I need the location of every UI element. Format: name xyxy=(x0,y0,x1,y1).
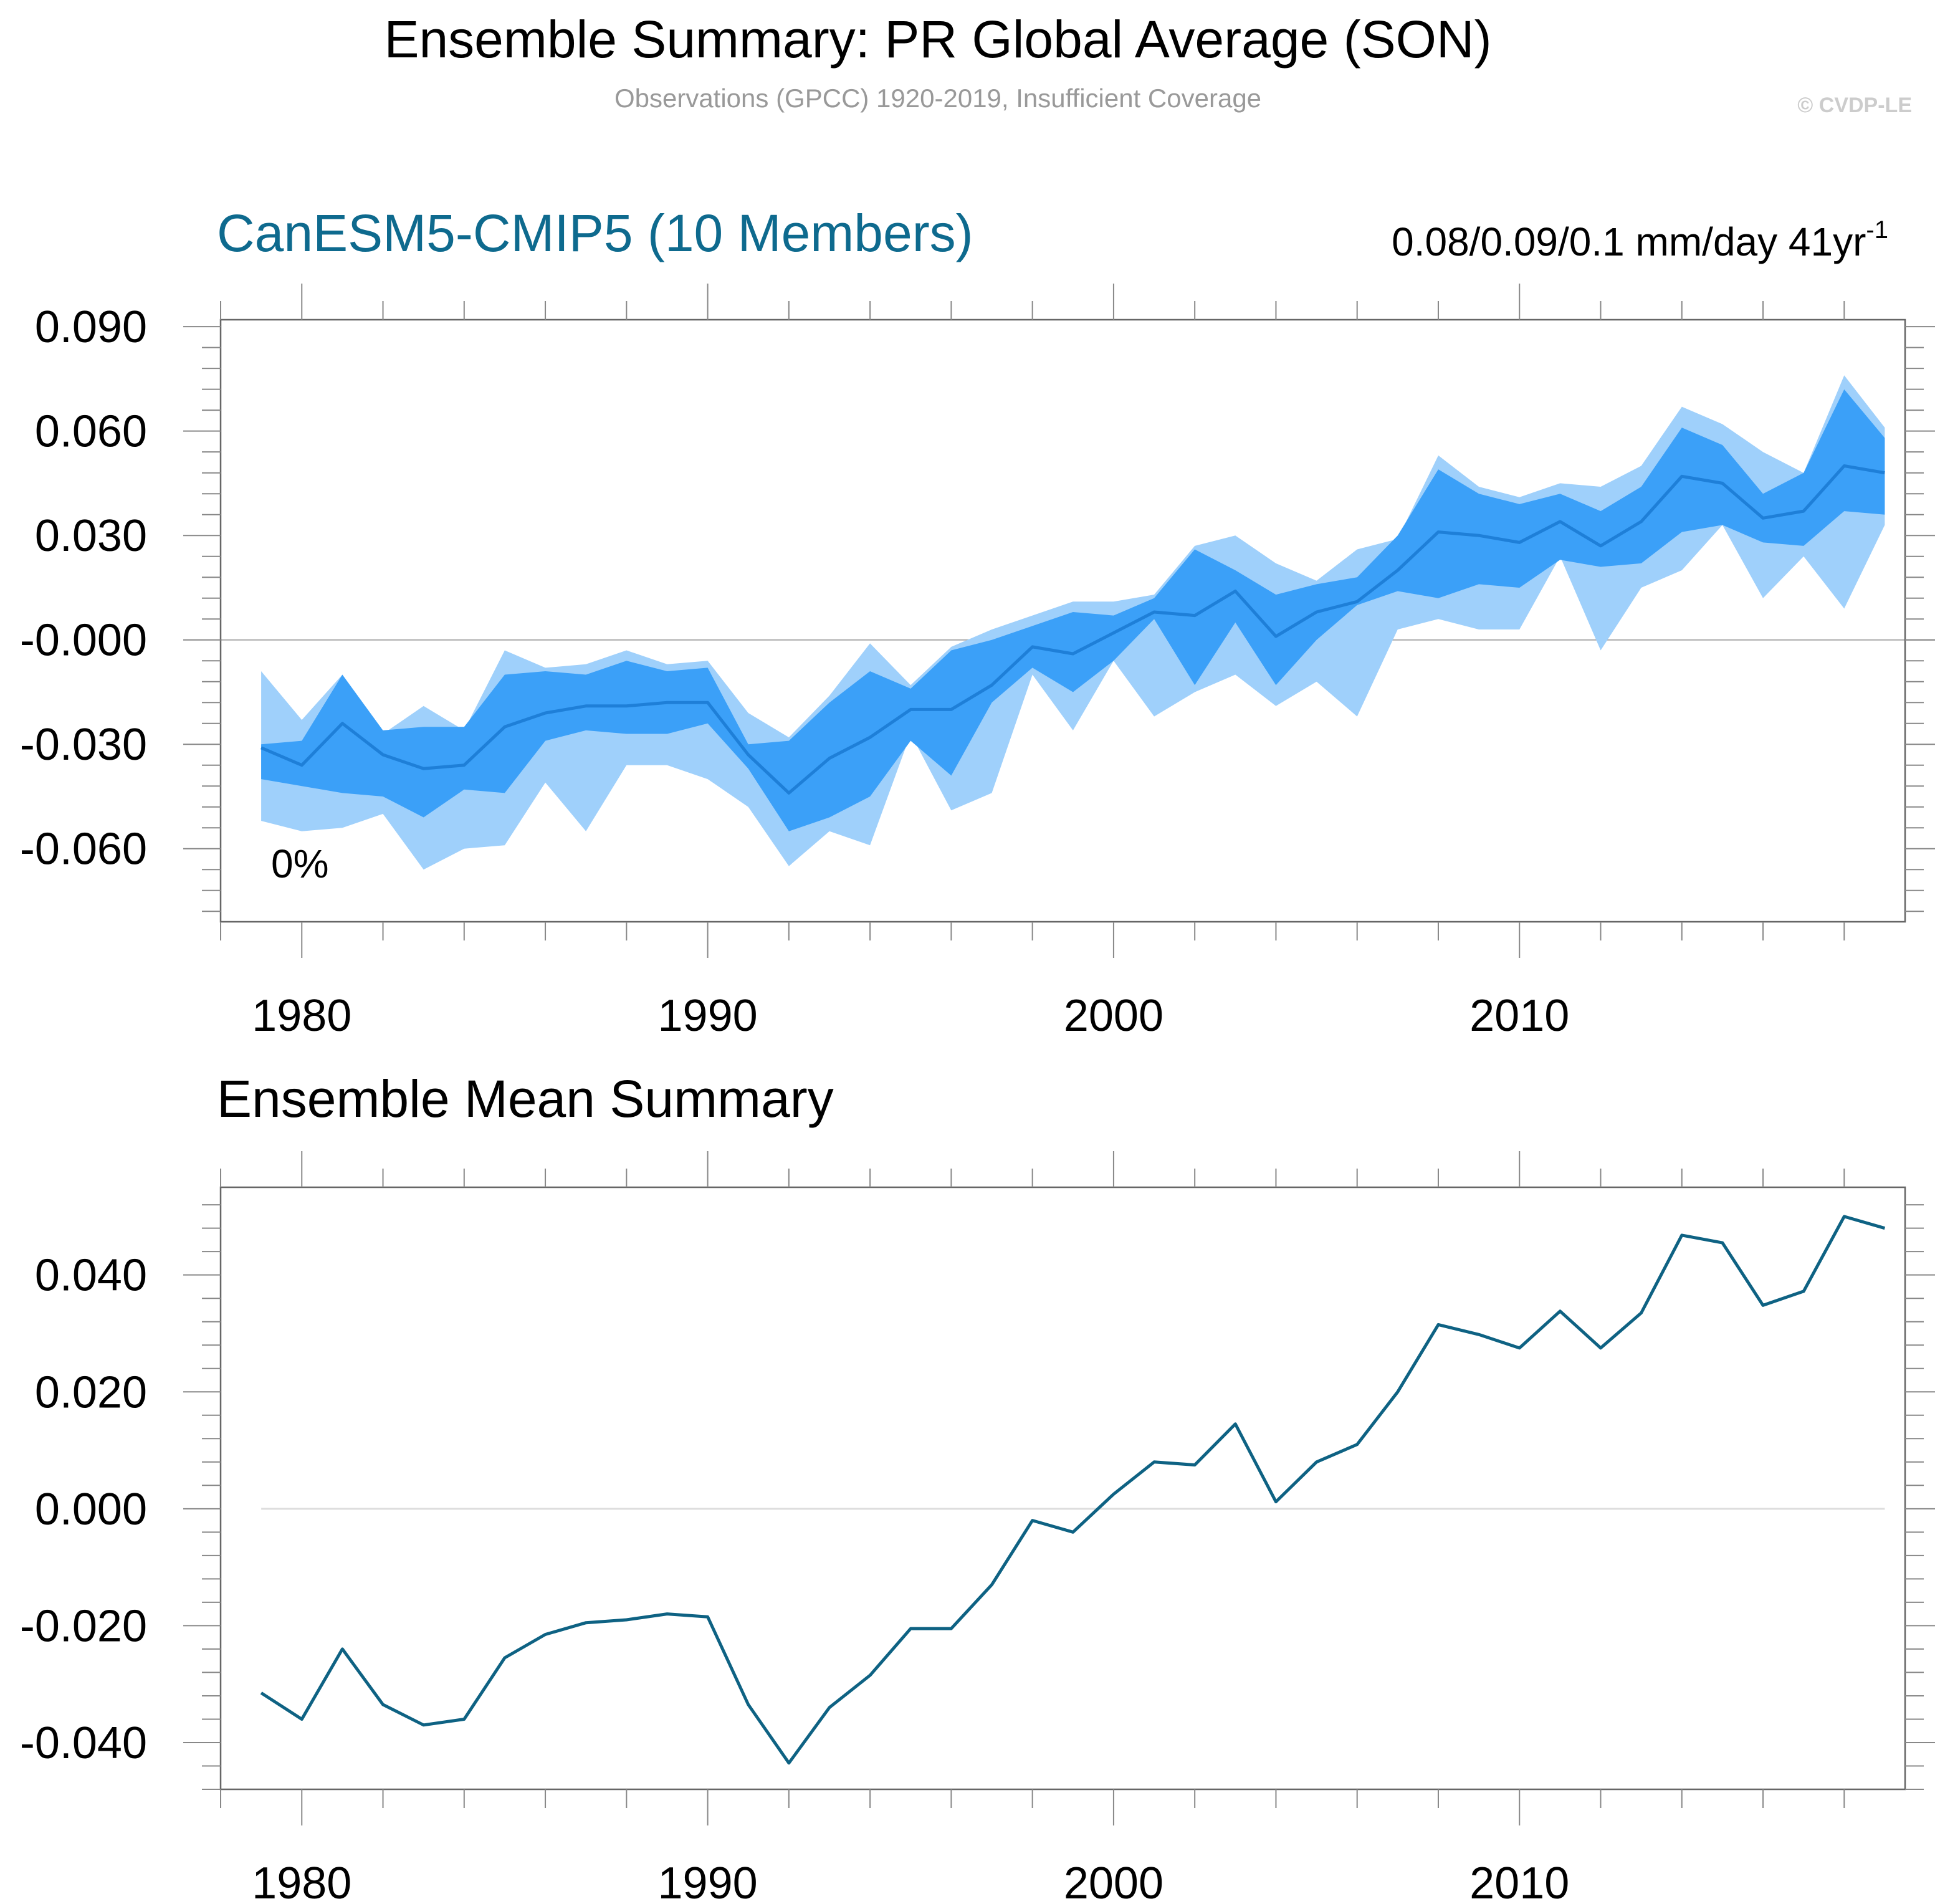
x-tick-label: 1990 xyxy=(658,1859,758,1904)
y-tick-label: -0.040 xyxy=(20,1718,147,1768)
x-tick-label: 1990 xyxy=(658,991,758,1041)
x-tick-label: 1980 xyxy=(252,1859,351,1904)
panel1-title: CanESM5-CMIP5 (10 Members) xyxy=(217,204,973,262)
subtitle: Observations (GPCC) 1920-2019, Insuffici… xyxy=(614,84,1261,113)
x-tick-label: 2010 xyxy=(1469,1859,1569,1904)
y-tick-label: -0.020 xyxy=(20,1601,147,1651)
main-title: Ensemble Summary: PR Global Average (SON… xyxy=(384,10,1491,69)
percent-annotation: 0% xyxy=(271,841,329,886)
x-tick-label: 1980 xyxy=(252,991,351,1041)
panel2-plot-area: 1980 1990 2000 2010 0.040 0.020 0.000 -0.020 -0.… xyxy=(20,1151,1935,1904)
trend-superscript: -1 xyxy=(1866,216,1888,244)
plot-frame xyxy=(219,318,1906,923)
x-tick-label: 2000 xyxy=(1064,991,1163,1041)
plot-frame xyxy=(219,1186,1906,1791)
inner-spread-band xyxy=(261,389,1885,831)
trend-label: 0.08/0.09/0.1 mm/day 41yr-1 xyxy=(1392,216,1888,264)
x-tick-label: 2010 xyxy=(1469,991,1569,1041)
ensemble-spread-panel: CanESM5-CMIP5 (10 Members) 0.08/0.09/0.1… xyxy=(20,204,1935,1041)
y-tick-label: 0.000 xyxy=(35,1485,147,1534)
panel1-plot-area: 1980 1990 2000 2010 0.090 0.060 0.030 -0.000 -0.… xyxy=(20,284,1935,1041)
ensemble-mean-panel: Ensemble Mean Summary 1980 1990 2000 2010 0.… xyxy=(20,1069,1935,1904)
y-tick-label: 0.090 xyxy=(35,302,147,352)
x-tick-label: 2000 xyxy=(1064,1859,1163,1904)
y-tick-label: -0.030 xyxy=(20,720,147,770)
y-tick-label: 0.040 xyxy=(35,1251,147,1301)
ensemble-mean-line xyxy=(260,1215,1886,1765)
ensemble-mean-line xyxy=(260,464,1885,795)
copyright-mark: © CVDP-LE xyxy=(1797,93,1912,117)
y-tick-label: -0.000 xyxy=(20,616,147,666)
y-tick-label: 0.030 xyxy=(35,511,147,561)
y-tick-label: 0.060 xyxy=(35,407,147,457)
panel2-title: Ensemble Mean Summary xyxy=(217,1069,834,1128)
trend-text: 0.08/0.09/0.1 mm/day 41yr xyxy=(1392,219,1866,264)
y-tick-label: -0.060 xyxy=(20,825,147,874)
y-tick-label: 0.020 xyxy=(35,1367,147,1417)
